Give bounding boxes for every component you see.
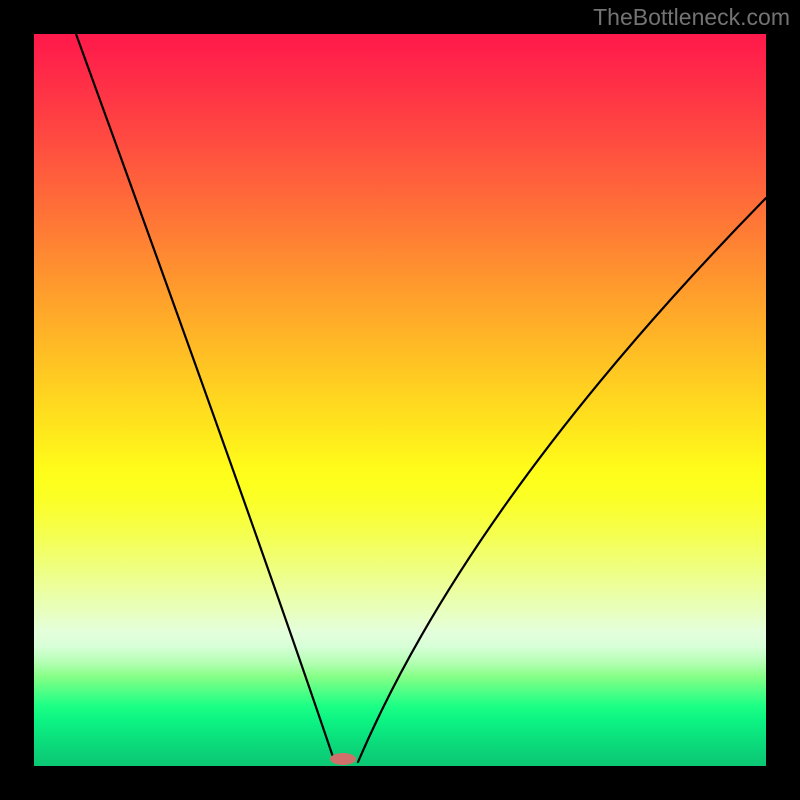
bottleneck-curve-chart <box>0 0 800 800</box>
plot-area <box>34 34 766 766</box>
gradient-background <box>34 34 766 766</box>
chart-stage: TheBottleneck.com <box>0 0 800 800</box>
minimum-marker <box>330 753 356 765</box>
